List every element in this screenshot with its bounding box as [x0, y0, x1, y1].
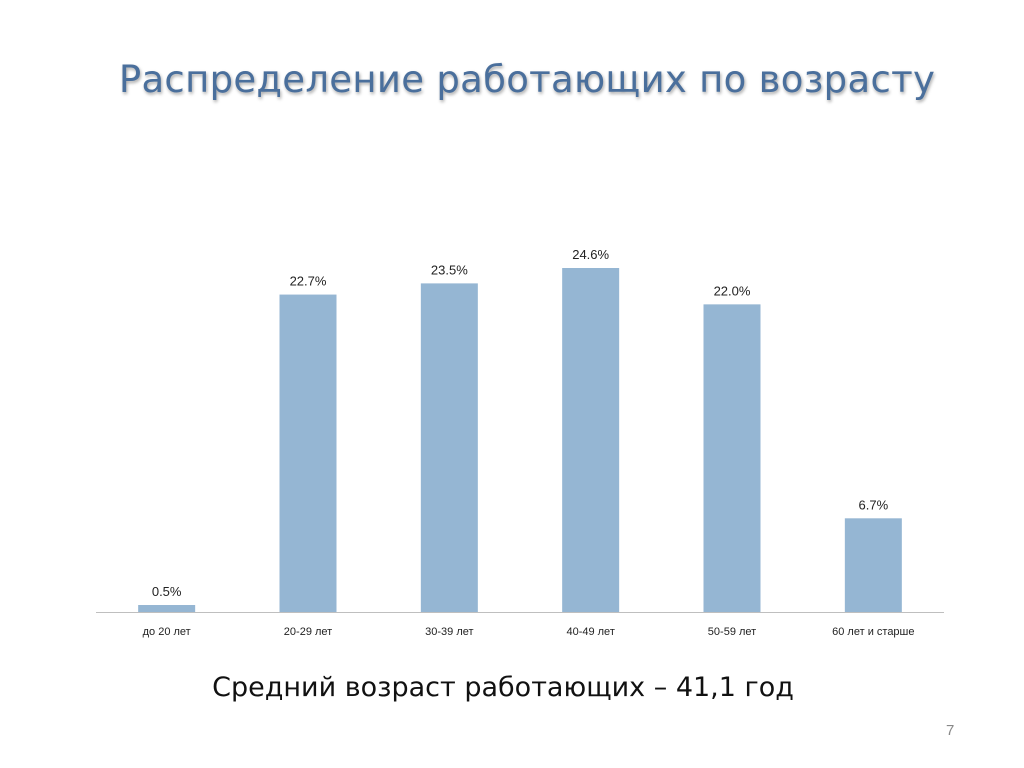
- slide-title: Распределение работающих по возрасту: [118, 58, 936, 101]
- average-age-caption: Средний возраст работающих – 41,1 год: [212, 672, 794, 703]
- bars-group: [138, 268, 902, 612]
- category-label-0: до 20 лет: [143, 626, 191, 638]
- category-labels-group: до 20 лет 20-29 лет 30-39 лет 40-49 лет 50-5…: [143, 626, 915, 638]
- bar-3: [562, 268, 620, 612]
- bar-2: [420, 283, 478, 612]
- value-label-4: 22.0%: [714, 283, 751, 298]
- category-label-4: 50-59 лет: [708, 626, 756, 638]
- bar-5: [844, 518, 902, 612]
- value-label-3: 24.6%: [572, 247, 609, 262]
- value-labels-group: 0.5% 22.7% 23.5% 24.6% 22.0% 6.7%: [152, 247, 889, 599]
- category-label-1: 20-29 лет: [284, 626, 332, 638]
- category-label-2: 30-39 лет: [425, 626, 473, 638]
- value-label-1: 22.7%: [290, 274, 327, 289]
- value-label-2: 23.5%: [431, 262, 468, 277]
- value-label-0: 0.5%: [152, 584, 182, 599]
- page-number: 7: [946, 722, 955, 739]
- bar-1: [279, 294, 337, 612]
- category-label-5: 60 лет и старше: [832, 626, 914, 638]
- bar-0: [138, 605, 196, 612]
- category-label-3: 40-49 лет: [566, 626, 614, 638]
- value-label-5: 6.7%: [859, 497, 889, 512]
- bar-4: [703, 304, 761, 612]
